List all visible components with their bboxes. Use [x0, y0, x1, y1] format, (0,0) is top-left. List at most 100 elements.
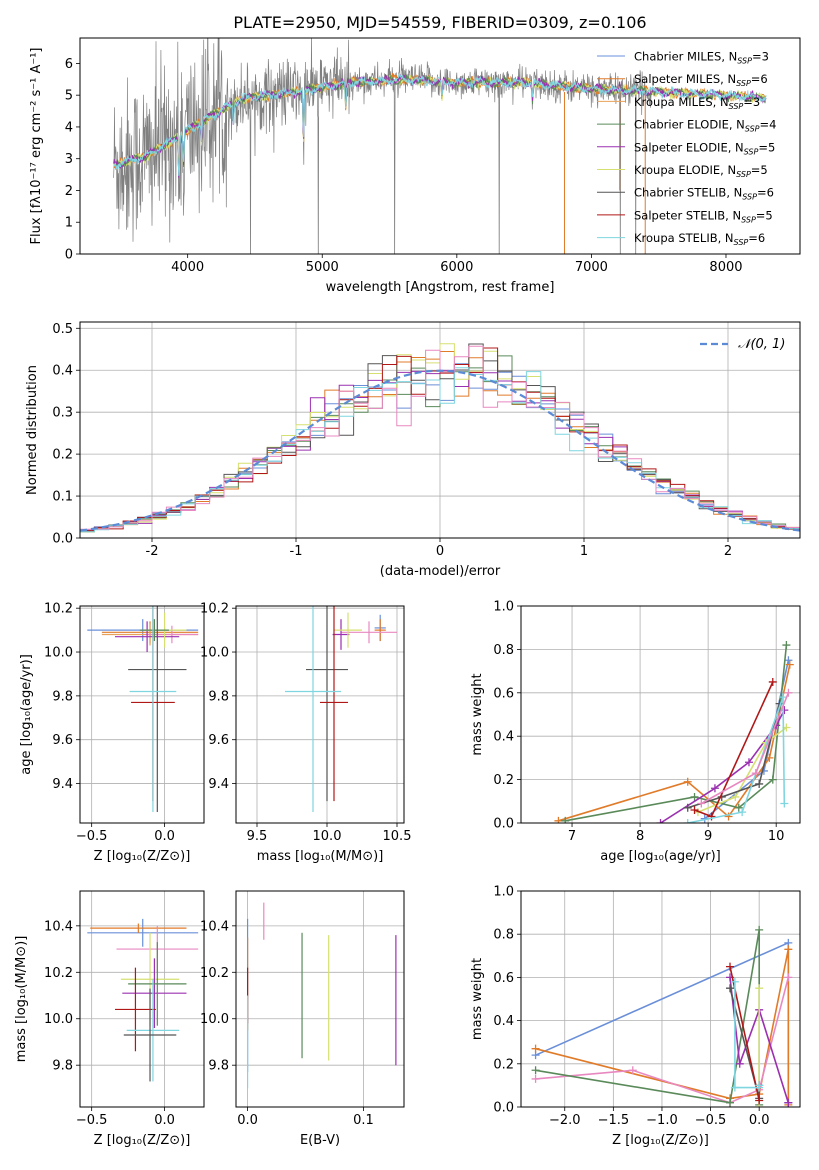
x-tick-label: 10.0 — [313, 829, 342, 844]
grid — [80, 606, 204, 823]
series-point — [531, 1066, 540, 1075]
series-point — [683, 819, 692, 823]
series-point — [628, 1066, 637, 1075]
y-tick-label: 10.2 — [44, 602, 73, 617]
y-tick-label: 10.2 — [200, 966, 229, 981]
y-tick-label: 10.0 — [44, 646, 73, 661]
series-point — [697, 799, 706, 808]
y-tick-label: 0.4 — [52, 364, 73, 379]
series-point — [690, 792, 699, 801]
series-point — [561, 816, 570, 823]
series-point — [768, 775, 777, 784]
series-point — [784, 945, 793, 954]
axes-frame — [235, 890, 405, 1108]
y-tick-label: 5 — [65, 89, 73, 104]
model-spectrum-line — [113, 71, 767, 176]
histograms — [80, 343, 800, 534]
series-line — [558, 664, 791, 822]
x-tick-label: 0 — [436, 544, 444, 559]
y-tick-label: 10.4 — [44, 919, 73, 934]
series-point — [683, 803, 692, 812]
y-tick-label: 0.2 — [52, 448, 73, 463]
series-line — [687, 703, 781, 809]
panel-age-vs-Z: −0.5 0.0 9.4 9.6 9.8 10.0 10.2 Z [log₁₀(Z/Z⊙)] a… — [19, 602, 205, 864]
x-tick-label: 5000 — [306, 260, 339, 275]
axes-frame — [79, 605, 205, 824]
series-point — [707, 812, 716, 821]
y-axis-label: mass [log₁₀(M/M⊙)] — [14, 936, 29, 1063]
x-tick-label: −0.5 — [76, 829, 108, 844]
y-tick-label: 1 — [65, 216, 73, 231]
series-point — [744, 758, 753, 767]
data-spectrum-line — [113, 38, 653, 254]
x-axis-label: E(B-V) — [300, 1133, 340, 1148]
series-point — [778, 693, 787, 702]
y-axis-label: age [log₁₀(age/yr)] — [19, 654, 34, 775]
series-point — [755, 779, 764, 788]
x-axis-label: Z [log₁₀(Z/Z⊙)] — [94, 849, 191, 864]
y-axis-label: Normed distribution — [25, 365, 40, 495]
y-tick-label: 1.0 — [493, 600, 514, 615]
legend-entry: Chabrier ELODIE, NSSP=4 — [634, 118, 776, 134]
x-tick-label: −1.5 — [598, 1113, 630, 1128]
y-tick-label: 0.2 — [493, 1057, 514, 1072]
grid — [80, 891, 204, 1107]
y-tick-label: 10.0 — [200, 646, 229, 661]
x-axis-label: mass [log₁₀(M/M⊙)] — [257, 849, 384, 864]
x-tick-label: 10.5 — [383, 829, 412, 844]
axes-frame — [520, 605, 801, 824]
axes-frame — [79, 37, 801, 255]
y-tick-label: 0.2 — [493, 773, 514, 788]
x-tick-label: 0.0 — [749, 1113, 770, 1128]
axes-frame — [79, 890, 205, 1108]
y-tick-label: 0.0 — [493, 1101, 514, 1116]
y-tick-label: 0.6 — [493, 686, 514, 701]
series-point — [730, 1083, 739, 1092]
x-axis-label: Z [log₁₀(Z/Z⊙)] — [612, 1133, 709, 1148]
series-point — [734, 803, 743, 812]
axes-frame — [79, 321, 801, 539]
y-tick-label: 10.0 — [44, 1012, 73, 1027]
x-tick-label: 0.1 — [353, 1113, 374, 1128]
series-point — [724, 812, 733, 821]
y-tick-label: 9.4 — [208, 777, 229, 792]
y-tick-label: 10.4 — [200, 919, 229, 934]
y-tick-label: 2 — [65, 184, 73, 199]
y-axis-label: Flux [fλ10⁻¹⁷ erg cm⁻² s⁻¹ A⁻¹] — [29, 48, 44, 245]
y-axis-label: mass weight — [470, 958, 485, 1040]
legend-entry: Kroupa MILES, NSSP=3 — [634, 95, 760, 111]
y-tick-label: 9.8 — [52, 689, 73, 704]
x-tick-label: 8 — [636, 829, 644, 844]
x-axis-label: Z [log₁₀(Z/Z⊙)] — [94, 1133, 191, 1148]
axes-frame — [520, 890, 801, 1108]
y-tick-label: 10.2 — [200, 602, 229, 617]
x-tick-label: 0.0 — [237, 1113, 258, 1128]
series-line — [535, 929, 761, 1105]
series-line — [660, 709, 786, 823]
series-point — [784, 688, 793, 697]
grid — [236, 891, 404, 1107]
y-tick-label: 0.0 — [493, 817, 514, 832]
errorbars — [87, 606, 199, 813]
x-tick-label: 0.0 — [154, 829, 175, 844]
series-point — [726, 962, 735, 971]
x-tick-label: 1 — [580, 544, 588, 559]
series-point — [768, 677, 777, 686]
series-point — [755, 925, 764, 934]
y-tick-label: 0.8 — [493, 643, 514, 658]
panel-mass-vs-Z: −0.5 0.0 9.8 10.0 10.2 10.4 Z [log₁₀(Z/Z⊙)] mas… — [14, 890, 205, 1148]
y-tick-label: 0.0 — [52, 532, 73, 547]
series-point — [690, 805, 699, 814]
x-tick-label: 6000 — [440, 260, 473, 275]
series-point — [731, 792, 740, 801]
legend-entry: Chabrier STELIB, NSSP=6 — [634, 186, 774, 202]
legend-entry: Kroupa STELIB, NSSP=6 — [634, 231, 765, 247]
legend-entry: Kroupa ELODIE, NSSP=5 — [634, 163, 768, 179]
y-tick-label: 0.1 — [52, 490, 73, 505]
y-tick-label: 0 — [65, 248, 73, 263]
y-tick-label: 3 — [65, 152, 73, 167]
series-point — [784, 1098, 793, 1107]
histogram-step — [80, 345, 800, 533]
series-point — [755, 1096, 764, 1105]
